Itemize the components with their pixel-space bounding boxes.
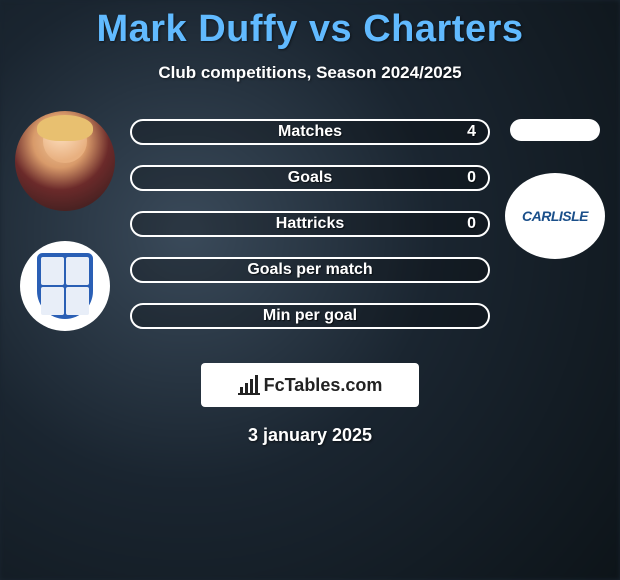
stat-label: Goals xyxy=(288,169,332,187)
shield-icon xyxy=(37,253,93,319)
player-avatar-left xyxy=(15,111,115,211)
page-title: Mark Duffy vs Charters xyxy=(0,0,620,51)
stat-label: Hattricks xyxy=(276,215,344,233)
stat-bar: Hattricks 0 xyxy=(130,211,490,237)
stat-label: Goals per match xyxy=(247,261,372,279)
club-badge-right: CARLISLE xyxy=(505,173,605,259)
stat-bars: Matches 4 Goals 0 Hattricks 0 Goals per match M… xyxy=(130,111,490,329)
content-root: Mark Duffy vs Charters Club competitions… xyxy=(0,0,620,580)
stat-bar: Min per goal xyxy=(130,303,490,329)
stat-value: 0 xyxy=(467,215,476,233)
fctables-logo-text: FcTables.com xyxy=(264,375,383,396)
stat-bar: Matches 4 xyxy=(130,119,490,145)
club-badge-right-label: CARLISLE xyxy=(522,208,588,224)
club-badge-left xyxy=(20,241,110,331)
right-player-column: CARLISLE xyxy=(490,111,620,259)
bar-chart-icon xyxy=(238,375,260,395)
stat-label: Min per goal xyxy=(263,307,357,325)
stat-label: Matches xyxy=(278,123,342,141)
stat-bar: Goals per match xyxy=(130,257,490,283)
stat-value: 0 xyxy=(467,169,476,187)
fctables-logo: FcTables.com xyxy=(201,363,419,407)
date-line: 3 january 2025 xyxy=(0,425,620,446)
comparison-row: Matches 4 Goals 0 Hattricks 0 Goals per match M… xyxy=(0,111,620,331)
stat-bar: Goals 0 xyxy=(130,165,490,191)
page-subtitle: Club competitions, Season 2024/2025 xyxy=(0,63,620,83)
stat-value: 4 xyxy=(467,123,476,141)
left-player-column xyxy=(0,111,130,331)
player-avatar-right-placeholder xyxy=(510,119,600,141)
